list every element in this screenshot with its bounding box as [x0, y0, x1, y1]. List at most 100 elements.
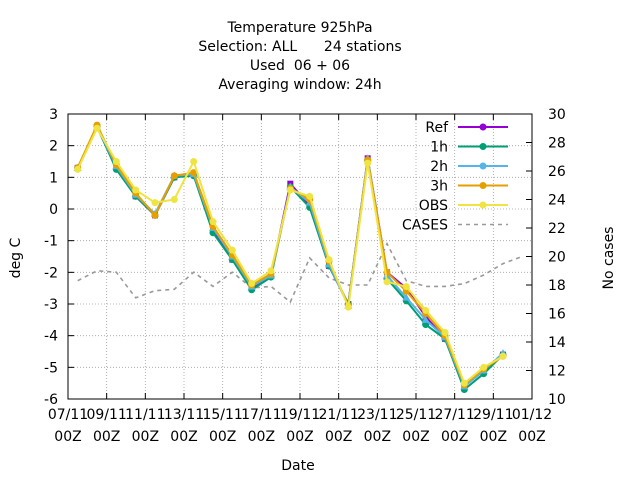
- y-tick-label: -4: [44, 329, 58, 345]
- y2-axis-ticks: 10 12 14 16 18 20 22 24 26 28 30: [548, 107, 566, 408]
- legend-marker-obs: [479, 201, 487, 209]
- y2-tick-label: 20: [548, 250, 566, 266]
- point-obs: [480, 363, 488, 371]
- y2-tick-label: 22: [548, 221, 566, 237]
- point-3h: [170, 172, 178, 180]
- x-tick-label: 07/11: [48, 407, 88, 423]
- x-tick-label: 13/11: [164, 407, 204, 423]
- plot-frame: [67, 113, 533, 400]
- point-obs: [306, 192, 314, 200]
- legend-marker-2h: [479, 162, 487, 170]
- x-tick-label: 01/12: [512, 407, 552, 423]
- point-obs: [344, 303, 352, 311]
- y-tick-label: -1: [44, 234, 58, 250]
- point-obs: [93, 124, 101, 132]
- legend-label-ref: Ref: [425, 120, 449, 136]
- y-tick-label: 1: [49, 170, 58, 186]
- y-tick-label: -3: [44, 297, 58, 313]
- legend-label-2h: 2h: [430, 159, 448, 175]
- x-axis-ticks: 07/11 00Z 09/11 00Z 11/11 00Z 13/11 00Z 15/11 00Z…: [48, 407, 552, 445]
- point-obs: [267, 267, 275, 275]
- y2-tick-label: 28: [548, 136, 566, 152]
- point-3h: [190, 169, 198, 177]
- x-tick-label: 00Z: [364, 429, 391, 445]
- point-obs: [383, 278, 391, 286]
- x-tick-label: 25/11: [396, 407, 436, 423]
- title-line-3: Used 06 + 06: [250, 58, 350, 74]
- title-line-1: Temperature 925hPa: [226, 20, 372, 36]
- point-obs: [460, 379, 468, 387]
- x-tick-label: 23/11: [357, 407, 397, 423]
- x-tick-label: 17/11: [241, 407, 281, 423]
- point-obs: [112, 158, 120, 165]
- point-obs: [402, 283, 410, 291]
- axes: [67, 113, 533, 400]
- series-line-cases: [77, 241, 523, 304]
- y2-tick-label: 26: [548, 164, 566, 180]
- point-obs: [228, 246, 236, 254]
- y2-tick-label: 10: [548, 392, 566, 408]
- x-tick-label: 00Z: [209, 429, 236, 445]
- y2-tick-label: 16: [548, 307, 566, 323]
- y-tick-label: -6: [44, 392, 58, 408]
- point-2h: [421, 315, 430, 323]
- x-tick-label: 00Z: [325, 429, 352, 445]
- point-obs: [151, 199, 159, 207]
- y-tick-label: 2: [49, 139, 58, 155]
- legend-label-cases: CASES: [402, 218, 448, 234]
- y-axis-label: deg C: [8, 237, 24, 278]
- plot-area: [73, 121, 523, 393]
- y-tick-label: -5: [44, 360, 58, 376]
- y-tick-label: 3: [49, 107, 58, 123]
- legend-marker-1h: [479, 143, 487, 150]
- title-line-4: Averaging window: 24h: [218, 77, 381, 93]
- title-line-2: Selection: ALL 24 stations: [198, 39, 401, 55]
- legend: Ref 1h 2h 3h OBS CASES: [402, 120, 508, 234]
- y2-tick-label: 18: [548, 278, 566, 294]
- x-tick-label: 00Z: [286, 429, 313, 445]
- point-obs: [286, 186, 294, 194]
- x-tick-label: 21/11: [318, 407, 358, 423]
- point-obs: [325, 256, 333, 264]
- x-tick-label: 29/11: [473, 407, 513, 423]
- y2-tick-label: 12: [548, 364, 566, 380]
- y2-tick-label: 24: [548, 193, 566, 209]
- point-obs: [132, 186, 140, 194]
- x-tick-label: 00Z: [480, 429, 507, 445]
- x-tick-label: 00Z: [132, 429, 159, 445]
- y-tick-label: 0: [49, 202, 58, 218]
- point-obs: [248, 279, 256, 287]
- x-axis-label: Date: [281, 458, 314, 474]
- point-obs: [74, 165, 82, 173]
- point-obs: [441, 329, 449, 336]
- point-obs: [499, 352, 507, 360]
- point-obs: [422, 306, 430, 314]
- x-tick-label: 00Z: [170, 429, 197, 445]
- point-obs: [190, 158, 198, 165]
- y2-tick-label: 14: [548, 335, 566, 351]
- x-tick-label: 27/11: [434, 407, 474, 423]
- legend-marker-ref: [479, 123, 487, 131]
- legend-label-obs: OBS: [419, 198, 448, 214]
- point-3h: [151, 211, 159, 219]
- legend-label-1h: 1h: [430, 140, 448, 156]
- x-tick-label: 11/11: [125, 407, 165, 423]
- y2-tick-label: 30: [548, 107, 566, 123]
- x-tick-label: 00Z: [54, 429, 81, 445]
- x-tick-label: 00Z: [402, 429, 429, 445]
- legend-label-3h: 3h: [430, 179, 448, 195]
- x-tick-label: 00Z: [518, 429, 545, 445]
- x-tick-label: 15/11: [202, 407, 242, 423]
- legend-marker-3h: [479, 182, 487, 189]
- point-obs: [209, 218, 217, 226]
- gridlines: [68, 114, 532, 399]
- x-tick-label: 09/11: [86, 407, 126, 423]
- point-obs: [170, 196, 178, 203]
- x-tick-label: 00Z: [441, 429, 468, 445]
- chart-title: Temperature 925hPa Selection: ALL 24 sta…: [198, 20, 401, 93]
- point-2h: [402, 293, 411, 301]
- x-tick-label: 00Z: [93, 429, 120, 445]
- y-axis-ticks: -6 -5 -4 -3 -2 -1 0 1 2 3: [44, 107, 58, 408]
- x-tick-label: 00Z: [248, 429, 275, 445]
